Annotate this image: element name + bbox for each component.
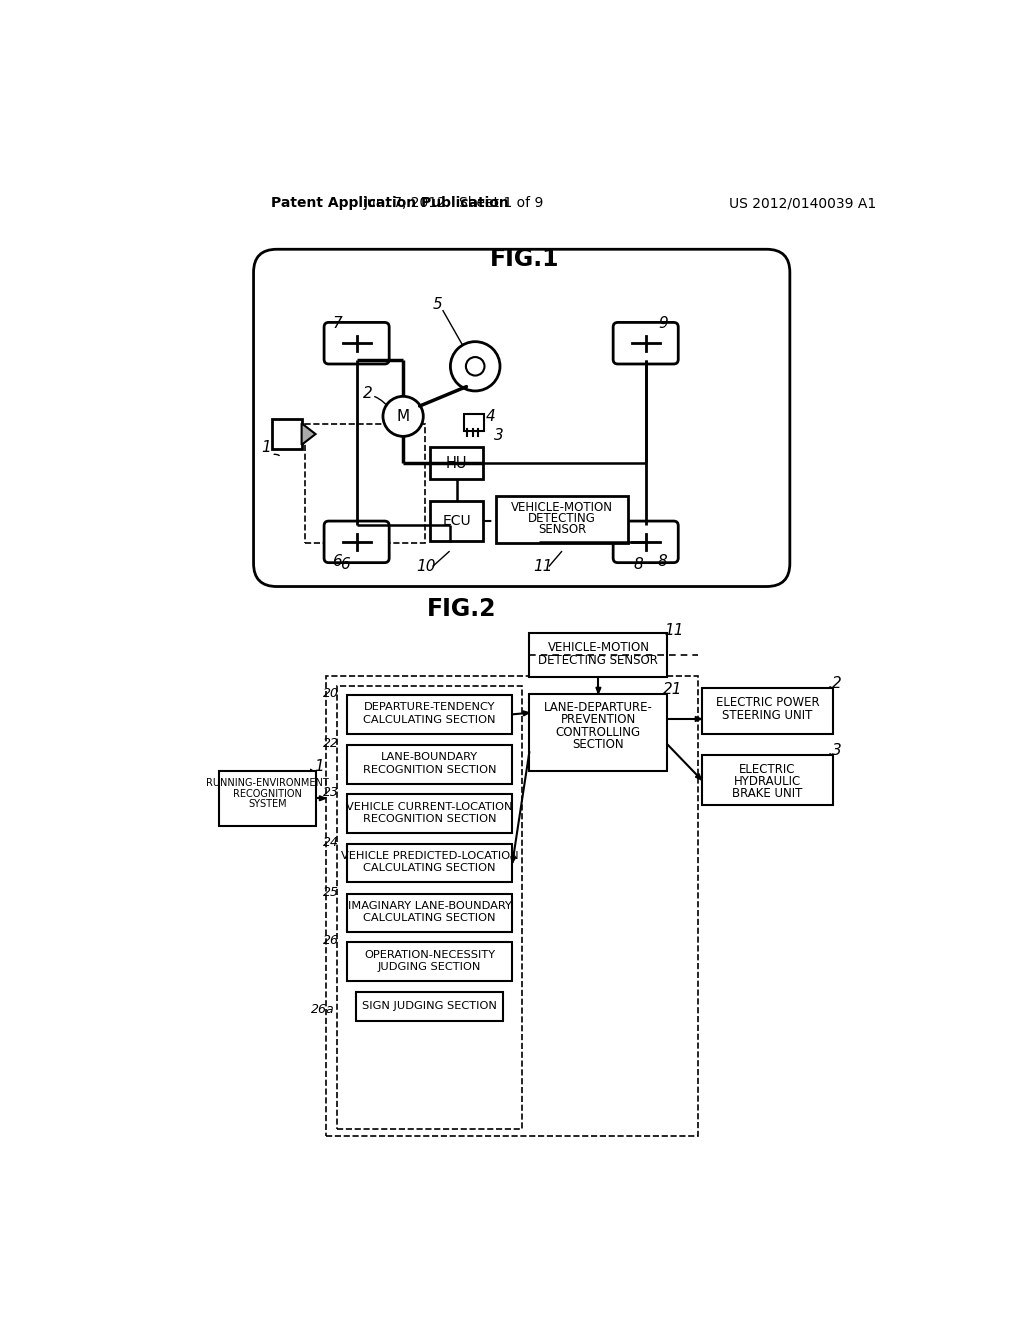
Text: 11: 11 bbox=[665, 623, 684, 638]
Text: Jun. 7, 2012   Sheet 1 of 9: Jun. 7, 2012 Sheet 1 of 9 bbox=[364, 197, 544, 210]
Text: RECOGNITION SECTION: RECOGNITION SECTION bbox=[362, 814, 497, 824]
Text: 1: 1 bbox=[314, 759, 325, 775]
Text: 3: 3 bbox=[833, 743, 842, 758]
Text: HYDRAULIC: HYDRAULIC bbox=[734, 775, 801, 788]
Text: 2: 2 bbox=[833, 676, 842, 692]
Bar bbox=[346, 894, 512, 932]
Bar bbox=[529, 693, 668, 771]
Bar bbox=[326, 676, 697, 1137]
Bar bbox=[701, 755, 834, 805]
Polygon shape bbox=[695, 774, 701, 780]
Text: SECTION: SECTION bbox=[572, 738, 625, 751]
FancyBboxPatch shape bbox=[324, 521, 389, 562]
Text: 2: 2 bbox=[364, 385, 373, 401]
Text: 5: 5 bbox=[433, 297, 442, 313]
Text: SIGN JUDGING SECTION: SIGN JUDGING SECTION bbox=[362, 1001, 497, 1011]
Text: ELECTRIC: ELECTRIC bbox=[739, 763, 796, 776]
Bar bbox=[430, 447, 483, 479]
Text: CALCULATING SECTION: CALCULATING SECTION bbox=[364, 863, 496, 874]
Text: DETECTING: DETECTING bbox=[528, 512, 596, 525]
Text: CALCULATING SECTION: CALCULATING SECTION bbox=[364, 913, 496, 924]
Bar bbox=[346, 942, 512, 981]
Bar bbox=[529, 634, 668, 677]
Text: 6: 6 bbox=[340, 557, 350, 573]
Polygon shape bbox=[596, 688, 601, 693]
Text: IMAGINARY LANE-BOUNDARY: IMAGINARY LANE-BOUNDARY bbox=[347, 902, 511, 911]
Text: 1: 1 bbox=[261, 440, 270, 454]
FancyBboxPatch shape bbox=[613, 322, 678, 364]
Polygon shape bbox=[319, 796, 326, 801]
Text: BRAKE UNIT: BRAKE UNIT bbox=[732, 787, 803, 800]
Text: VEHICLE-MOTION: VEHICLE-MOTION bbox=[511, 502, 613, 515]
Bar bbox=[346, 696, 512, 734]
Text: M: M bbox=[396, 409, 410, 424]
Polygon shape bbox=[695, 717, 701, 722]
Bar bbox=[337, 686, 521, 1129]
Text: 8: 8 bbox=[657, 553, 668, 569]
Text: US 2012/0140039 A1: US 2012/0140039 A1 bbox=[729, 197, 876, 210]
Text: 4: 4 bbox=[485, 409, 496, 424]
Text: 26: 26 bbox=[323, 935, 339, 948]
Text: FIG.1: FIG.1 bbox=[490, 247, 559, 271]
Text: 10: 10 bbox=[417, 558, 436, 574]
FancyBboxPatch shape bbox=[324, 322, 389, 364]
Text: SENSOR: SENSOR bbox=[538, 523, 586, 536]
Text: STEERING UNIT: STEERING UNIT bbox=[722, 709, 813, 722]
Text: PREVENTION: PREVENTION bbox=[561, 713, 636, 726]
Text: Patent Application Publication: Patent Application Publication bbox=[271, 197, 509, 210]
Bar bbox=[346, 744, 512, 784]
Bar bbox=[305, 424, 425, 544]
Bar bbox=[464, 414, 483, 430]
Text: 26a: 26a bbox=[311, 1003, 335, 1016]
FancyBboxPatch shape bbox=[254, 249, 790, 586]
Text: DETECTING SENSOR: DETECTING SENSOR bbox=[539, 653, 658, 667]
Text: 11: 11 bbox=[532, 558, 552, 574]
Circle shape bbox=[466, 358, 484, 376]
Text: 24: 24 bbox=[323, 836, 339, 849]
Text: RECOGNITION: RECOGNITION bbox=[233, 788, 302, 799]
Text: 7: 7 bbox=[333, 317, 342, 331]
Bar bbox=[356, 991, 503, 1020]
FancyBboxPatch shape bbox=[613, 521, 678, 562]
Text: RECOGNITION SECTION: RECOGNITION SECTION bbox=[362, 764, 497, 775]
Text: 8: 8 bbox=[633, 557, 643, 573]
Text: VEHICLE-MOTION: VEHICLE-MOTION bbox=[548, 640, 649, 653]
Text: LANE-BOUNDARY: LANE-BOUNDARY bbox=[381, 752, 478, 763]
Circle shape bbox=[383, 396, 423, 437]
Text: 20: 20 bbox=[323, 686, 339, 700]
Text: FIG.2: FIG.2 bbox=[427, 597, 496, 620]
Bar bbox=[272, 418, 302, 449]
Text: ELECTRIC POWER: ELECTRIC POWER bbox=[716, 696, 819, 709]
Bar bbox=[346, 843, 512, 882]
Text: 21: 21 bbox=[664, 682, 683, 697]
Text: LANE-DEPARTURE-: LANE-DEPARTURE- bbox=[544, 701, 653, 714]
Polygon shape bbox=[302, 424, 315, 445]
Bar bbox=[701, 688, 834, 734]
Text: HU: HU bbox=[445, 455, 467, 471]
Circle shape bbox=[451, 342, 500, 391]
Text: SYSTEM: SYSTEM bbox=[248, 800, 287, 809]
Text: CALCULATING SECTION: CALCULATING SECTION bbox=[364, 714, 496, 725]
Text: CONTROLLING: CONTROLLING bbox=[556, 726, 641, 739]
Bar bbox=[219, 771, 316, 826]
Text: 9: 9 bbox=[657, 317, 668, 331]
Text: OPERATION-NECESSITY: OPERATION-NECESSITY bbox=[364, 949, 495, 960]
Text: RUNNING-ENVIRONMENT: RUNNING-ENVIRONMENT bbox=[206, 777, 329, 788]
Bar bbox=[430, 502, 483, 541]
Polygon shape bbox=[511, 857, 516, 863]
Polygon shape bbox=[523, 711, 529, 715]
Text: 23: 23 bbox=[323, 787, 339, 800]
Text: ECU: ECU bbox=[442, 513, 471, 528]
Text: VEHICLE PREDICTED-LOCATION: VEHICLE PREDICTED-LOCATION bbox=[341, 851, 518, 861]
Text: 22: 22 bbox=[323, 737, 339, 750]
Text: JUDGING SECTION: JUDGING SECTION bbox=[378, 962, 481, 972]
Bar bbox=[346, 795, 512, 833]
Text: VEHICLE CURRENT-LOCATION: VEHICLE CURRENT-LOCATION bbox=[346, 801, 513, 812]
Text: DEPARTURE-TENDENCY: DEPARTURE-TENDENCY bbox=[364, 702, 496, 713]
Text: 3: 3 bbox=[494, 428, 504, 444]
Text: 25: 25 bbox=[323, 886, 339, 899]
Text: 6: 6 bbox=[333, 553, 342, 569]
Bar bbox=[496, 496, 628, 544]
